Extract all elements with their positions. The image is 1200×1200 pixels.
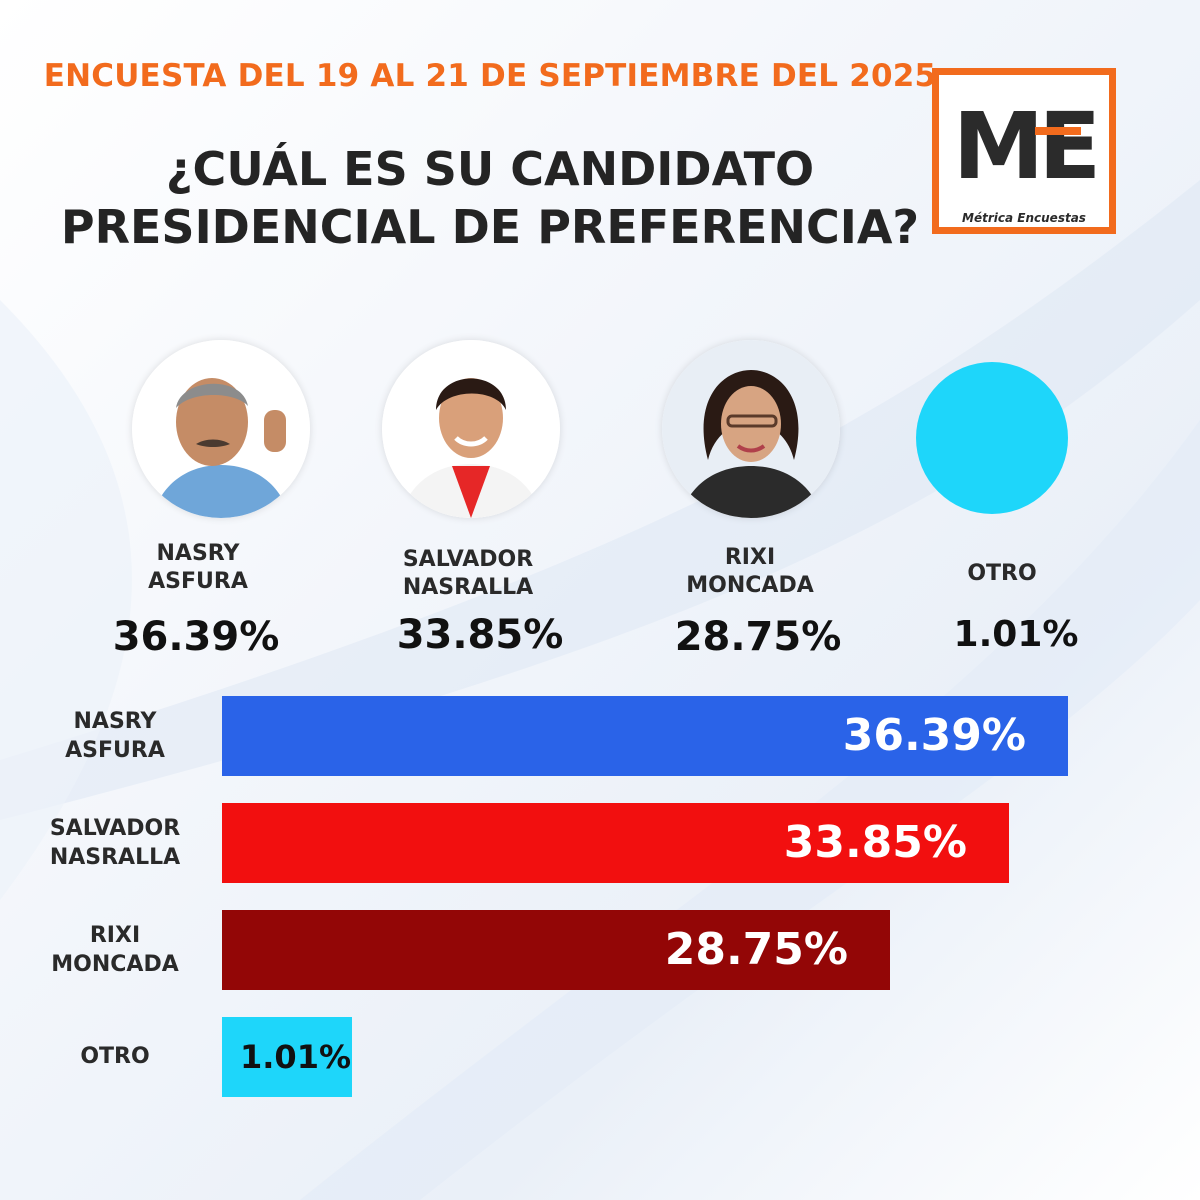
metrica-encuestas-logo: ME Métrica Encuestas [932,68,1116,234]
bar-label-salvador-nasralla: SALVADOR NASRALLA [20,814,210,872]
bar-label-nasry-asfura: NASRY ASFURA [20,707,210,765]
candidate-name-asfura: NASRY ASFURA [148,541,248,594]
bar-label-line-1: RIXI [89,923,141,948]
candidate-pct-otro: 1.01% [953,614,1079,655]
bar-label-otro: OTRO [20,1042,210,1071]
logo-mark: ME [952,93,1101,200]
bar-value-salvador-nasralla: 33.85% [783,817,967,868]
candidate-photo-nasralla [382,340,560,518]
bar-label-line-2: ASFURA [65,738,165,763]
bar-label-rixi-moncada: RIXI MONCADA [20,921,210,979]
bar-value-nasry-asfura: 36.39% [842,710,1026,761]
candidate-name-otro: OTRO [967,561,1037,586]
survey-question: ¿CUÁL ES SU CANDIDATO PRESIDENCIAL DE PR… [40,140,940,256]
bar-nasry-asfura: 36.39% [222,696,1068,776]
bar-value-rixi-moncada: 28.75% [664,924,848,975]
bar-label-line-2: MONCADA [51,952,179,977]
otro-circle [916,362,1068,514]
survey-date-title: ENCUESTA DEL 19 AL 21 DE SEPTIEMBRE DEL … [43,58,937,94]
bar-salvador-nasralla: 33.85% [222,803,1009,883]
candidate-photo-asfura [132,340,310,518]
logo-accent-bar [1035,127,1081,135]
logo-caption: Métrica Encuestas [962,211,1086,225]
candidate-photo-moncada [662,340,840,518]
candidate-pct-moncada: 28.75% [674,614,842,660]
bar-label-line-1: OTRO [80,1044,150,1069]
question-line-1: ¿CUÁL ES SU CANDIDATO [165,142,815,196]
candidate-name-nasralla: SALVADOR NASRALLA [402,547,534,600]
bar-rixi-moncada: 28.75% [222,910,890,990]
question-line-2: PRESIDENCIAL DE PREFERENCIA? [60,200,920,254]
bar-label-line-1: SALVADOR [49,816,181,841]
bar-value-otro: 1.01% [240,1038,352,1076]
candidate-pct-asfura: 36.39% [112,614,280,660]
bar-label-line-2: NASRALLA [49,845,181,870]
candidate-pct-nasralla: 33.85% [396,612,564,658]
candidate-name-moncada: RIXI MONCADA [686,545,814,598]
bar-otro: 1.01% [222,1017,352,1097]
bar-label-line-1: NASRY [73,709,157,734]
